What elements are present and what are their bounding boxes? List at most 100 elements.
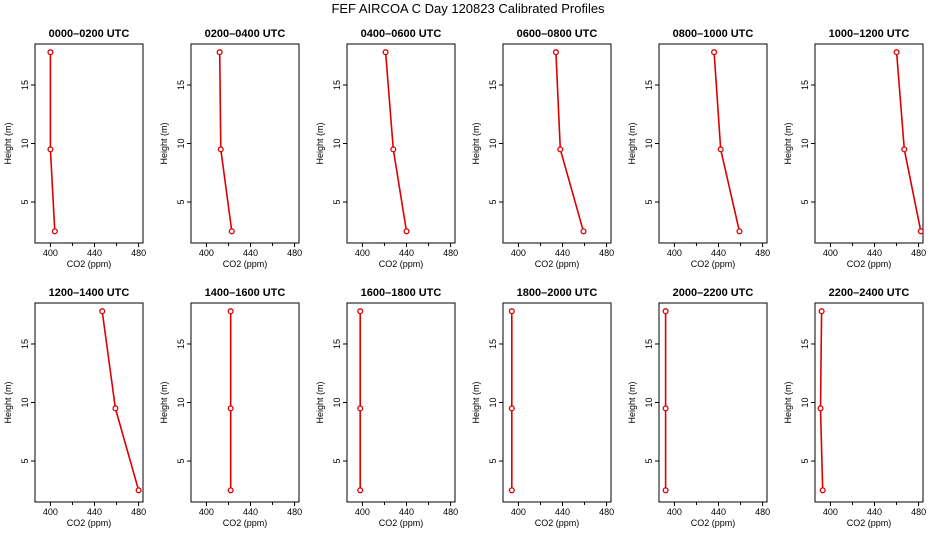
panel-title: 0600–0800 UTC — [517, 28, 598, 40]
data-point — [508, 308, 515, 315]
x-tick-label: 400 — [511, 248, 526, 258]
x-tick-label: 440 — [867, 248, 882, 258]
x-tick-label: 440 — [87, 507, 102, 517]
data-point — [557, 146, 564, 153]
profile-line — [713, 52, 741, 232]
profile-line — [555, 52, 585, 232]
x-axis-label: CO2 (ppm) — [379, 518, 424, 528]
x-tick-label: 440 — [243, 248, 258, 258]
y-axis-label: Height (m) — [315, 122, 325, 164]
x-axis-label: CO2 (ppm) — [535, 259, 580, 269]
panel-title: 0800–1000 UTC — [673, 28, 754, 40]
y-axis-label: Height (m) — [159, 381, 169, 423]
data-point — [893, 49, 900, 56]
x-axis-label: CO2 (ppm) — [223, 259, 268, 269]
data-point — [917, 228, 924, 235]
y-tick-label: 5 — [488, 200, 498, 205]
y-tick-label: 5 — [176, 459, 186, 464]
profile-line — [895, 52, 922, 232]
x-axis-label: CO2 (ppm) — [223, 518, 268, 528]
y-axis-label: Height (m) — [3, 381, 13, 423]
data-point — [228, 228, 235, 235]
data-point — [818, 308, 825, 315]
y-tick-label: 5 — [332, 200, 342, 205]
y-tick-label: 5 — [176, 200, 186, 205]
data-point — [711, 49, 718, 56]
x-axis-label: CO2 (ppm) — [691, 518, 736, 528]
plot-frame — [814, 43, 924, 244]
panel-title: 0400–0600 UTC — [361, 28, 442, 40]
y-tick-label: 10 — [644, 397, 654, 407]
data-point — [51, 228, 58, 235]
y-tick-label: 10 — [176, 397, 186, 407]
data-point — [382, 49, 389, 56]
y-tick-label: 10 — [20, 138, 30, 148]
x-tick-label: 480 — [287, 248, 302, 258]
data-point — [217, 146, 224, 153]
plot-frame — [658, 43, 768, 244]
y-tick-label: 15 — [800, 80, 810, 90]
plot-frame — [346, 302, 456, 503]
y-tick-label: 15 — [332, 80, 342, 90]
x-tick-label: 480 — [287, 507, 302, 517]
y-tick-label: 10 — [332, 397, 342, 407]
data-point — [47, 146, 54, 153]
x-tick-label: 440 — [243, 507, 258, 517]
x-tick-label: 440 — [87, 248, 102, 258]
y-tick-label: 5 — [800, 459, 810, 464]
plot-frame — [190, 43, 300, 244]
data-point — [819, 487, 826, 494]
x-axis-label: CO2 (ppm) — [847, 259, 892, 269]
data-point — [227, 405, 234, 412]
y-tick-label: 15 — [176, 80, 186, 90]
data-point — [99, 308, 106, 315]
x-tick-label: 440 — [867, 507, 882, 517]
y-tick-label: 15 — [800, 339, 810, 349]
y-tick-label: 10 — [176, 138, 186, 148]
x-tick-label: 400 — [199, 248, 214, 258]
data-point — [135, 487, 142, 494]
profile-line — [819, 311, 824, 491]
data-point — [901, 146, 908, 153]
profile-line — [218, 52, 233, 232]
profile-line — [101, 311, 140, 491]
x-tick-label: 400 — [43, 248, 58, 258]
panel-title: 0200–0400 UTC — [205, 28, 286, 40]
y-tick-label: 5 — [20, 459, 30, 464]
data-point — [357, 405, 364, 412]
y-axis-label: Height (m) — [159, 122, 169, 164]
data-point — [47, 49, 54, 56]
y-axis-label: Height (m) — [783, 381, 793, 423]
y-tick-label: 15 — [20, 339, 30, 349]
x-tick-label: 480 — [599, 248, 614, 258]
y-tick-label: 15 — [644, 339, 654, 349]
data-point — [662, 308, 669, 315]
panel-title: 1600–1800 UTC — [361, 287, 442, 299]
data-point — [403, 228, 410, 235]
data-point — [508, 487, 515, 494]
x-tick-label: 480 — [131, 248, 146, 258]
plot-frame — [658, 302, 768, 503]
data-point — [227, 487, 234, 494]
data-point — [216, 49, 223, 56]
x-tick-label: 440 — [555, 248, 570, 258]
panel-title: 1400–1600 UTC — [205, 287, 286, 299]
y-tick-label: 10 — [20, 397, 30, 407]
x-tick-label: 480 — [911, 248, 926, 258]
panel-title: 0000–0200 UTC — [49, 28, 130, 40]
y-axis-label: Height (m) — [627, 381, 637, 423]
x-axis-label: CO2 (ppm) — [379, 259, 424, 269]
y-tick-label: 15 — [644, 80, 654, 90]
y-tick-label: 15 — [176, 339, 186, 349]
data-point — [580, 228, 587, 235]
x-tick-label: 480 — [443, 507, 458, 517]
profile-line — [49, 52, 56, 232]
plot-frame — [34, 302, 144, 503]
x-axis-label: CO2 (ppm) — [67, 259, 112, 269]
y-tick-label: 5 — [488, 459, 498, 464]
profile-line — [384, 52, 408, 232]
figure-title: FEF AIRCOA C Day 120823 Calibrated Profi… — [331, 1, 605, 16]
y-tick-label: 15 — [332, 339, 342, 349]
